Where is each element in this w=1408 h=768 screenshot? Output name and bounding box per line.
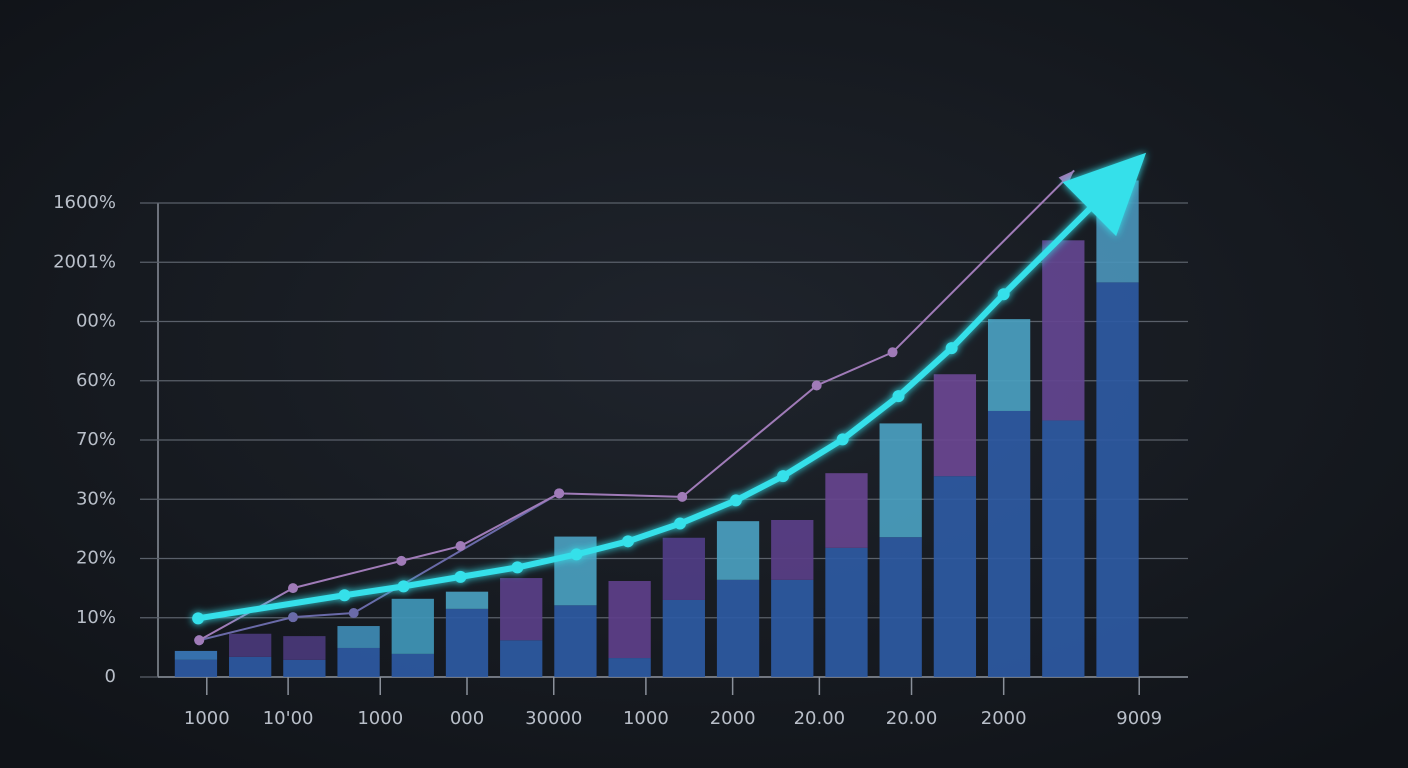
line-point — [511, 561, 524, 574]
line-point — [622, 535, 635, 548]
bar-segment — [554, 605, 597, 677]
bar-segment — [987, 410, 1031, 677]
y-tick-label: 20% — [76, 548, 116, 569]
bar-segment — [608, 581, 651, 659]
line-point — [455, 541, 466, 552]
bar-segment — [445, 608, 489, 677]
line-point — [674, 517, 687, 530]
bar-segment — [662, 537, 705, 600]
x-tick-label: 20.00 — [886, 708, 938, 729]
line-point — [554, 488, 565, 499]
arrow-head — [1058, 170, 1075, 186]
line-point — [729, 494, 742, 507]
bar-segment — [174, 659, 218, 677]
line-point — [777, 470, 790, 483]
line-point — [945, 342, 958, 355]
line-point — [892, 390, 905, 403]
bar-segment — [987, 319, 1031, 411]
line-point — [287, 583, 298, 594]
bar-segment — [771, 519, 814, 580]
x-tick-label: 1000 — [623, 708, 669, 729]
bar-segment — [500, 640, 543, 677]
bar-segment — [283, 636, 326, 660]
bar-segment — [1042, 240, 1085, 421]
y-tick-label: 70% — [76, 429, 116, 450]
bar-segment — [391, 653, 434, 677]
line-point — [454, 570, 467, 583]
x-tick-label: 30000 — [525, 708, 582, 729]
bar-segment — [391, 598, 434, 654]
y-tick-label: 60% — [76, 370, 116, 391]
bar-segment — [229, 656, 272, 677]
bar-segment — [771, 579, 814, 677]
x-tick-label: 2000 — [981, 708, 1027, 729]
y-tick-label: 00% — [76, 311, 116, 332]
y-tick-label: 1600% — [53, 192, 116, 213]
x-tick-label: 20.00 — [794, 708, 846, 729]
x-tick-label: 2000 — [710, 708, 756, 729]
bar-segment — [716, 521, 760, 580]
bar-segment — [879, 423, 922, 538]
line-point — [811, 380, 822, 391]
line — [198, 492, 560, 642]
bar-segment — [283, 659, 326, 677]
bar-segment — [500, 578, 543, 641]
bar-segment — [337, 626, 380, 648]
y-tick-label: 0 — [105, 666, 116, 687]
x-tick-label: 1000 — [357, 708, 403, 729]
line-point — [348, 608, 359, 619]
bar-segment — [825, 473, 868, 548]
x-tick-label: 1000 — [184, 708, 230, 729]
line-point — [887, 347, 898, 358]
line-point — [194, 635, 205, 646]
bar-segment — [337, 647, 380, 677]
line-point — [677, 491, 688, 502]
bar-segment — [445, 591, 489, 609]
bar-segment — [933, 476, 977, 677]
y-tick-label: 2001% — [53, 251, 116, 272]
bar-segment — [716, 579, 760, 677]
line-point — [192, 612, 205, 625]
bar-segment — [554, 536, 597, 606]
x-tick-label: 9009 — [1116, 708, 1162, 729]
x-tick-label: 10'00 — [263, 708, 314, 729]
line-point — [570, 548, 583, 561]
bar-segment — [174, 650, 218, 660]
y-tick-label: 10% — [76, 607, 116, 628]
arrow-head — [1062, 152, 1147, 237]
bar-segment — [608, 658, 651, 677]
x-tick-label: 000 — [450, 708, 484, 729]
line-point — [396, 555, 407, 566]
line-point — [836, 433, 849, 446]
line-point — [397, 580, 410, 593]
line-point — [997, 288, 1010, 301]
line-glow — [192, 152, 1147, 625]
line-point — [338, 589, 351, 602]
bar-segment — [662, 599, 705, 677]
bar-segment — [229, 633, 272, 657]
bar-segment — [1042, 420, 1085, 677]
y-tick-label: 30% — [76, 488, 116, 509]
bar-segment — [933, 374, 977, 477]
bar-segment — [879, 537, 922, 677]
bar-segment — [825, 547, 868, 677]
bar-segment — [1096, 282, 1139, 677]
line-point — [287, 612, 298, 623]
